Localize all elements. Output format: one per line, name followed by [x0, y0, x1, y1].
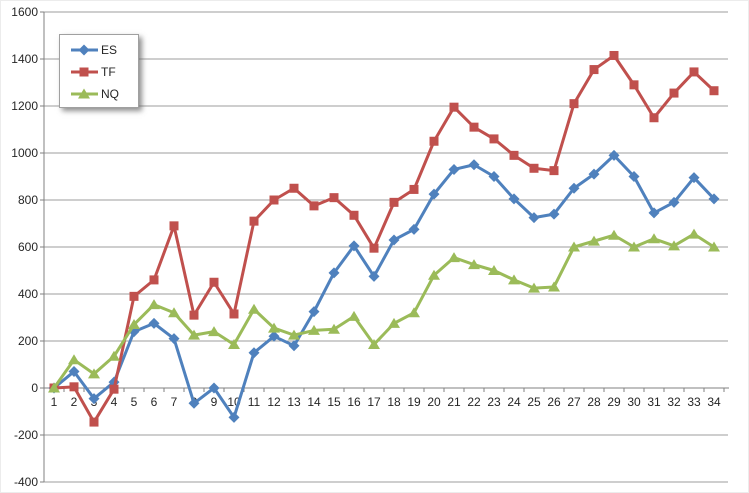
svg-text:21: 21: [447, 395, 461, 409]
svg-text:33: 33: [687, 395, 701, 409]
svg-text:22: 22: [467, 395, 481, 409]
svg-text:5: 5: [131, 395, 138, 409]
svg-text:14: 14: [307, 395, 321, 409]
svg-text:0: 0: [31, 381, 38, 395]
svg-text:400: 400: [18, 287, 38, 301]
svg-text:4: 4: [111, 395, 118, 409]
svg-text:-400: -400: [14, 475, 38, 489]
svg-text:7: 7: [171, 395, 178, 409]
svg-text:19: 19: [407, 395, 421, 409]
svg-text:32: 32: [667, 395, 681, 409]
svg-text:27: 27: [567, 395, 581, 409]
svg-text:34: 34: [707, 395, 721, 409]
svg-text:-200: -200: [14, 428, 38, 442]
svg-text:16: 16: [347, 395, 361, 409]
legend-label-tf: TF: [101, 65, 116, 79]
tf-series-icon: [71, 67, 98, 77]
svg-text:15: 15: [327, 395, 341, 409]
legend-label-nq: NQ: [101, 87, 119, 101]
svg-text:29: 29: [607, 395, 621, 409]
svg-text:26: 26: [547, 395, 561, 409]
nq-series-icon: [71, 88, 98, 99]
svg-text:9: 9: [211, 395, 218, 409]
svg-text:800: 800: [18, 193, 38, 207]
svg-text:17: 17: [367, 395, 381, 409]
svg-text:1200: 1200: [11, 99, 38, 113]
legend: ES TF NQ: [59, 34, 139, 108]
es-series-icon: [71, 44, 98, 56]
legend-item-nq: NQ: [60, 83, 138, 105]
svg-text:30: 30: [627, 395, 641, 409]
svg-text:6: 6: [151, 395, 158, 409]
svg-text:18: 18: [387, 395, 401, 409]
svg-text:11: 11: [248, 395, 261, 409]
svg-text:12: 12: [267, 395, 281, 409]
legend-item-tf: TF: [60, 61, 138, 83]
svg-text:2: 2: [71, 395, 78, 409]
svg-text:1400: 1400: [11, 52, 38, 66]
svg-text:600: 600: [18, 240, 38, 254]
svg-text:13: 13: [287, 395, 301, 409]
legend-label-es: ES: [101, 43, 118, 57]
svg-text:200: 200: [18, 334, 38, 348]
svg-text:24: 24: [507, 395, 521, 409]
svg-text:1600: 1600: [11, 5, 38, 19]
svg-text:25: 25: [527, 395, 541, 409]
svg-text:20: 20: [427, 395, 441, 409]
legend-item-es: ES: [60, 39, 138, 61]
svg-text:23: 23: [487, 395, 501, 409]
svg-text:1: 1: [51, 395, 58, 409]
svg-text:1000: 1000: [11, 146, 38, 160]
svg-text:31: 31: [647, 395, 661, 409]
svg-text:28: 28: [587, 395, 601, 409]
